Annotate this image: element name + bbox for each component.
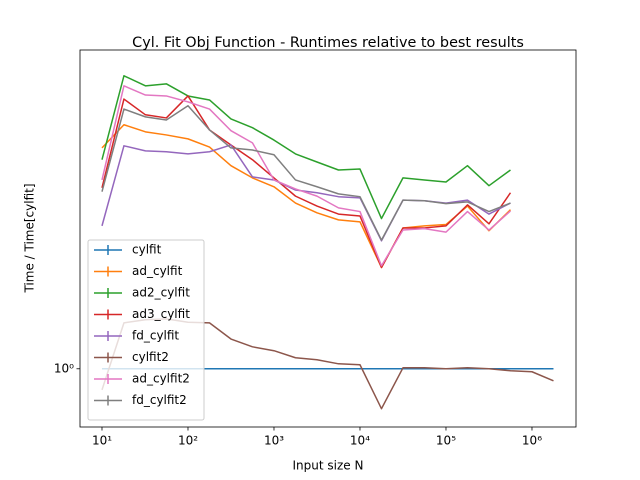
x-tick-label: 10⁶ (522, 434, 542, 448)
series-line (101, 123, 512, 269)
x-tick-label: 10⁴ (350, 434, 370, 448)
x-axis-label: Input size N (293, 459, 364, 473)
legend-label: cylfit2 (132, 350, 169, 364)
legend-label: fd_cylfit2 (132, 393, 187, 407)
series-line (101, 85, 511, 267)
series-line (101, 95, 512, 269)
legend-label: ad3_cylfit (132, 307, 190, 321)
y-axis-label: Time / Time[cylfit] (23, 183, 37, 293)
legend-frame (87, 239, 205, 421)
x-tick-label: 10³ (264, 434, 284, 448)
series-line (101, 105, 511, 241)
series-line (101, 75, 511, 220)
legend: cylfit ad_cylfit ad2_cylfit ad3_cylfit fd_cy… (87, 239, 205, 421)
plot-frame (79, 49, 577, 428)
legend-label: ad_cylfit2 (132, 372, 190, 386)
x-tick-label: 10² (178, 434, 198, 448)
legend-label: ad2_cylfit (132, 286, 190, 300)
x-tick-label: 10⁵ (436, 434, 456, 448)
x-tick-label: 10¹ (92, 434, 112, 448)
legend-label: fd_cylfit (132, 329, 179, 343)
legend-label: cylfit (132, 243, 162, 257)
chart-title: Cyl. Fit Obj Function - Runtimes relativ… (132, 35, 524, 51)
y-tick-label: 10⁰ (54, 361, 74, 375)
legend-label: ad_cylfit (132, 264, 183, 278)
